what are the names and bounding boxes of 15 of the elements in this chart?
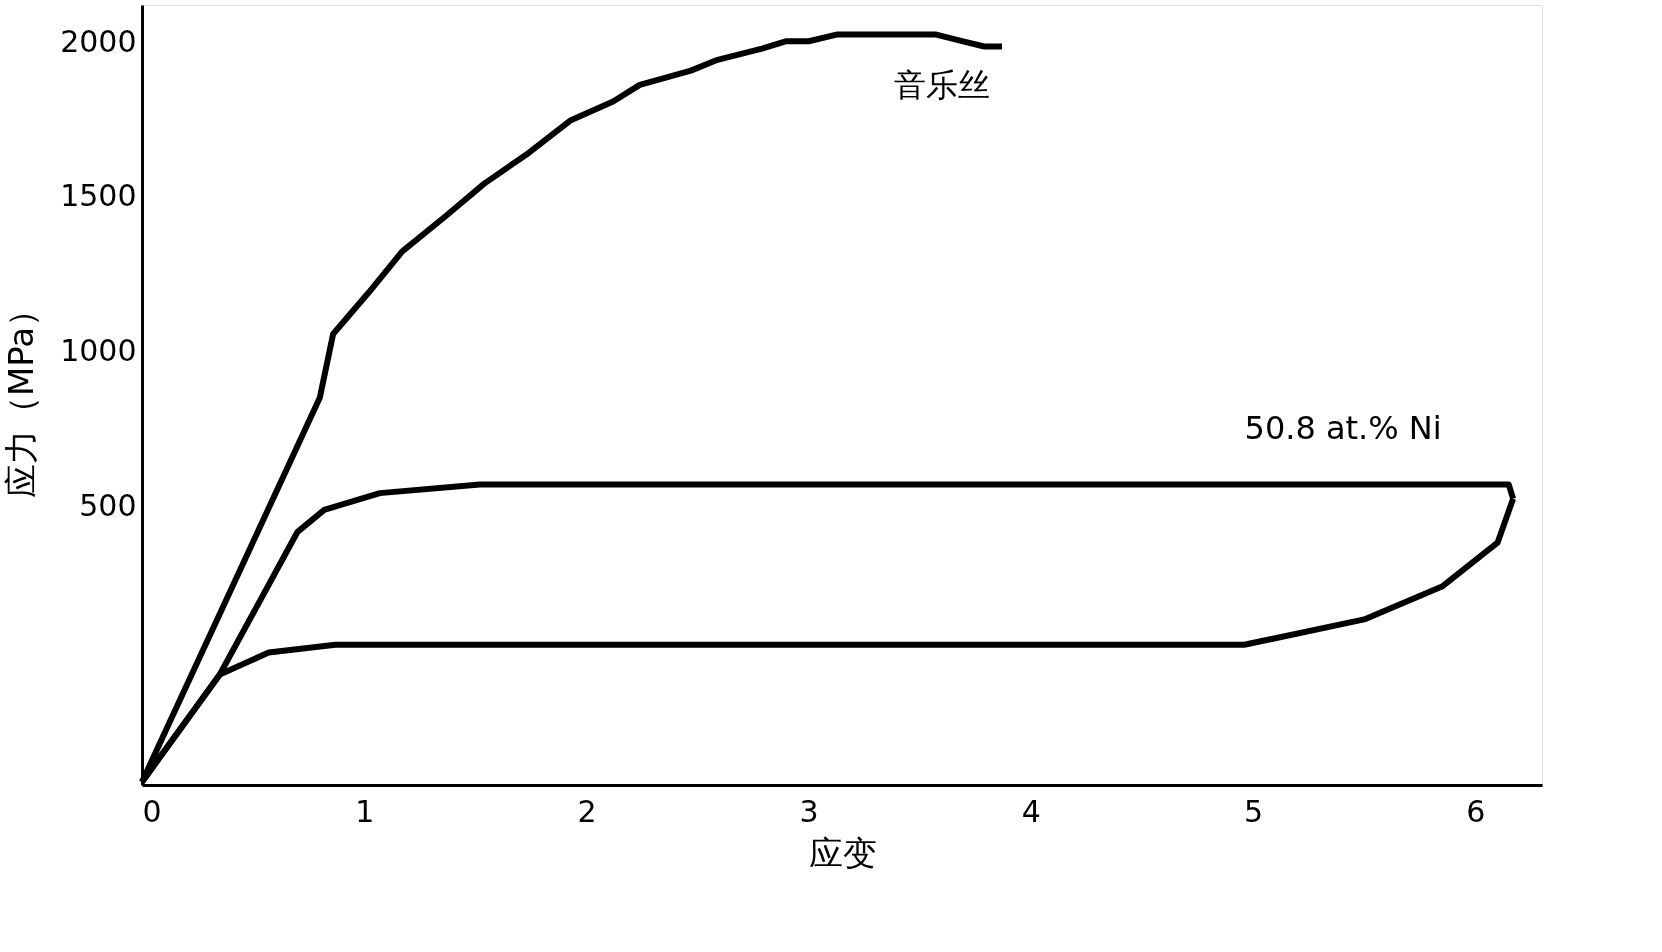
x-axis-title: 应变 <box>808 832 877 873</box>
y-tick-label: 500 <box>79 487 137 523</box>
x-tick-label: 3 <box>799 793 819 829</box>
y-tick-label: 1500 <box>60 178 137 214</box>
x-tick-label: 4 <box>1021 793 1041 829</box>
x-tick-label: 2 <box>577 793 597 829</box>
series-label: 50.8 at.% Ni <box>1244 408 1442 447</box>
series-label: 音乐丝 <box>894 66 990 105</box>
x-tick-label: 1 <box>355 793 375 829</box>
y-tick-label: 2000 <box>60 23 137 59</box>
x-tick-label: 5 <box>1244 793 1264 829</box>
x-tick-label: 6 <box>1466 793 1486 829</box>
x-tick-label: 0 <box>142 793 162 829</box>
y-tick-label: 1000 <box>60 333 137 369</box>
y-axis-title: 应力（MPa） <box>1 292 42 499</box>
